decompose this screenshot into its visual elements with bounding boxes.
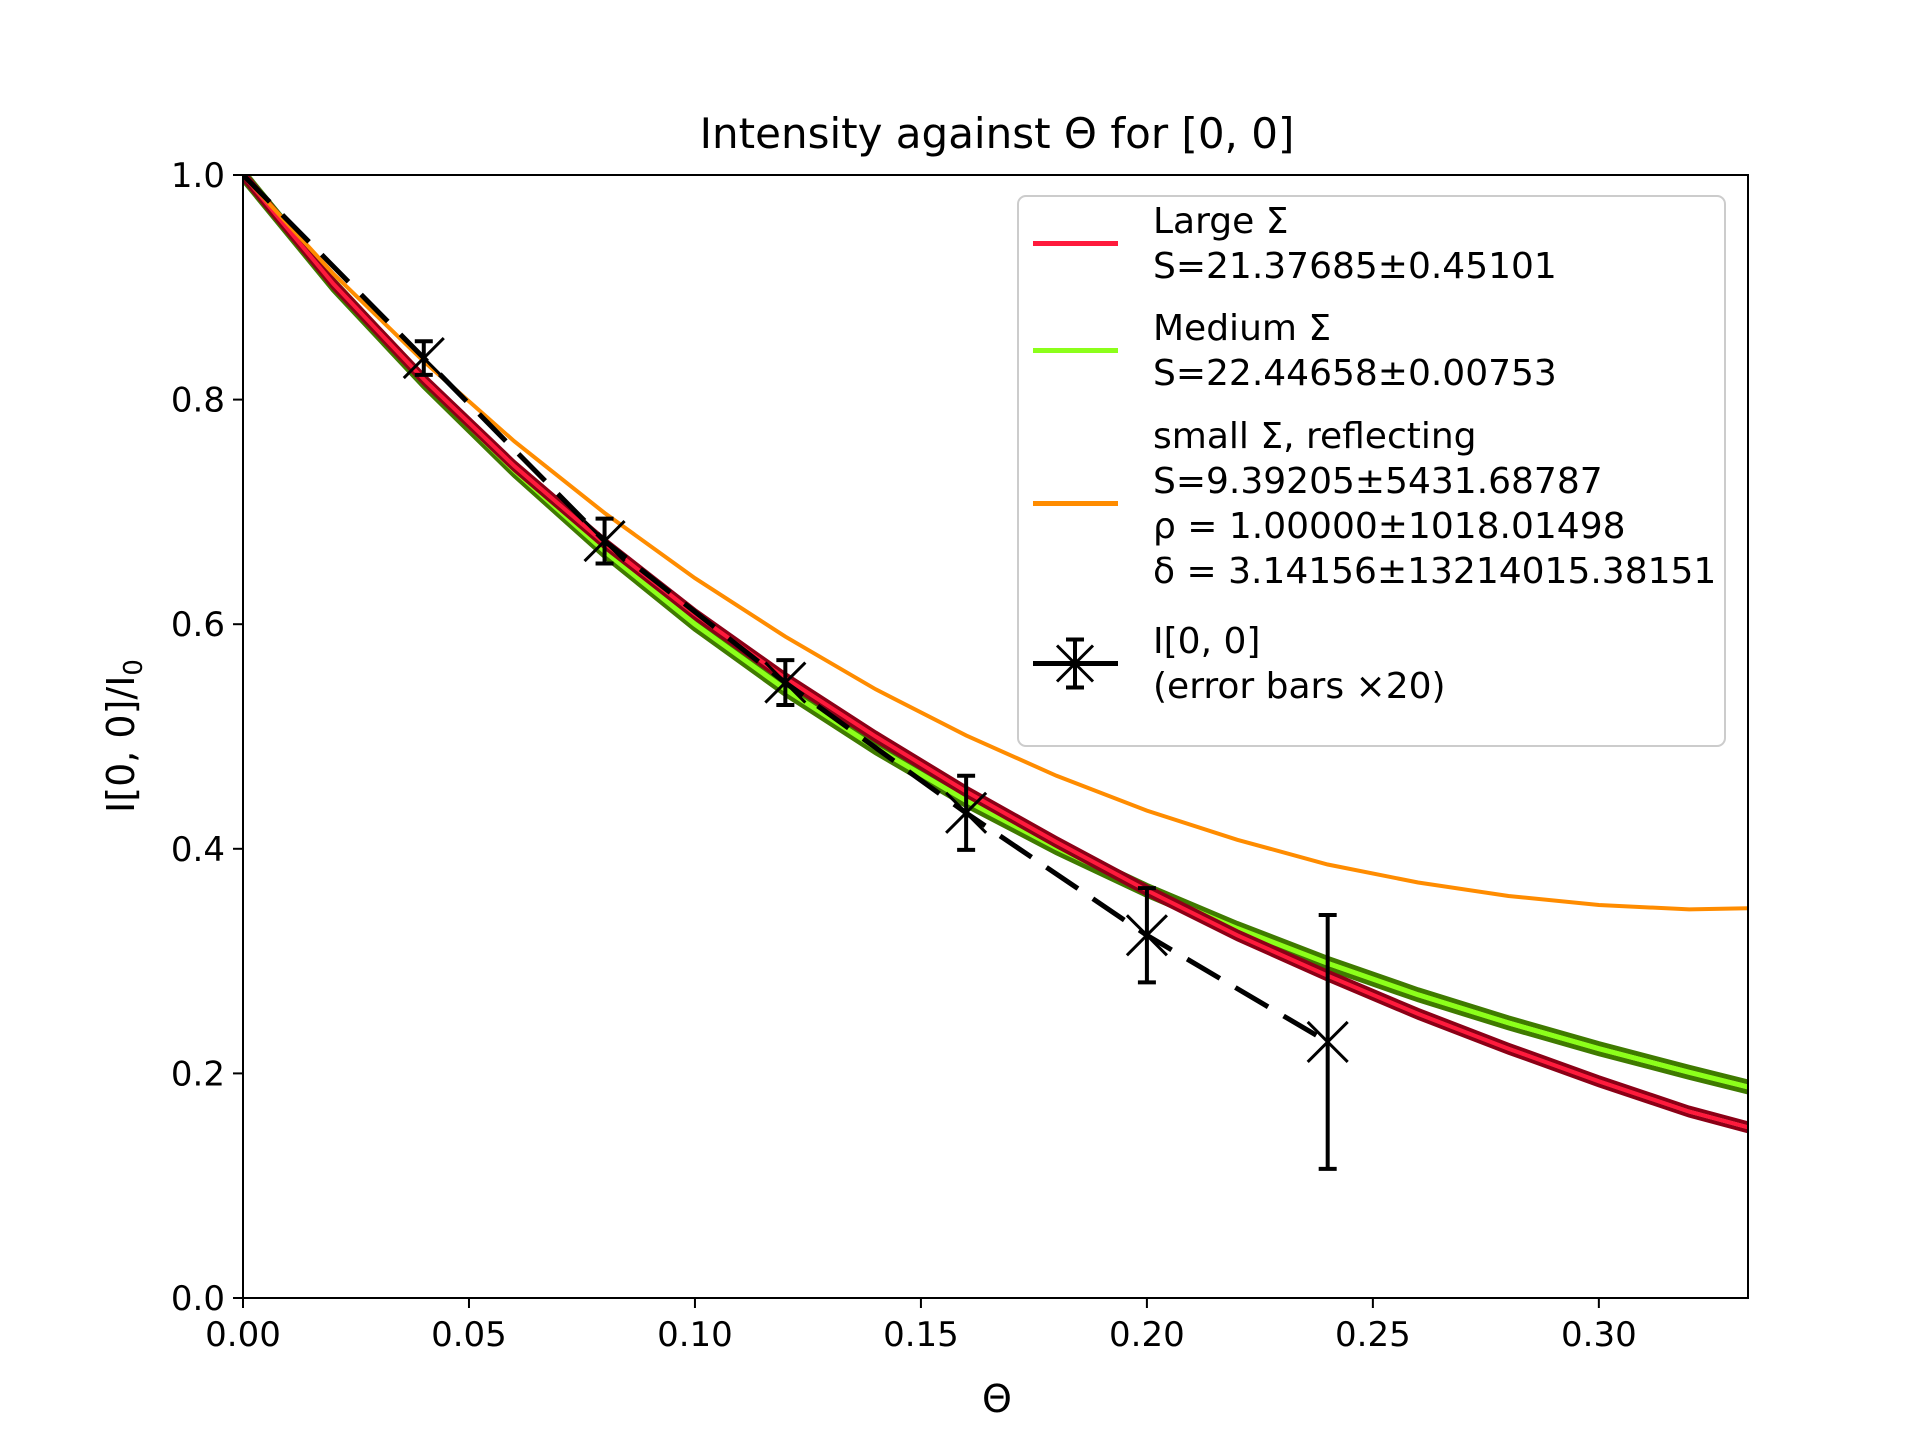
medium-band-edge-2 [243,178,1748,1095]
data-point-5 [945,773,988,852]
legend-label: ρ = 1.00000±1018.01498 [1153,506,1626,547]
legend-label: δ = 3.14156±13214015.38151 [1153,551,1716,592]
legend-label: Large Σ [1153,201,1288,242]
series-line-small [243,175,1748,912]
y-axis: 0.0 0.2 0.4 0.6 0.8 1.0 [171,156,243,1319]
legend-label: S=9.39205±5431.68787 [1153,461,1603,502]
x-tick-label: 0.30 [1561,1315,1637,1355]
y-tick-label: 0.6 [171,605,225,645]
marker-stroke-b [945,791,988,834]
data-point-6 [1125,886,1168,985]
x-axis: 0.00 0.05 0.10 0.15 0.20 0.25 0.30 [205,1298,1637,1355]
x-axis-label: Θ [982,1377,1012,1421]
x-tick-label: 0.25 [1335,1315,1411,1355]
large-band-edge-1 [243,175,1748,1126]
x-tick-label: 0.10 [657,1315,733,1355]
plot-frame [242,174,1749,1299]
data-point-7 [1306,913,1349,1171]
legend-label: Medium Σ [1153,308,1331,349]
legend: Large ΣS=21.37685±0.45101 Medium ΣS=22.44… [1017,195,1726,747]
y-tick-label: 0.2 [171,1054,225,1094]
legend-entry-data: I[0, 0](error bars ×20) [1033,621,1446,707]
marker-stroke-b [1306,1020,1349,1064]
legend-entry-large: Large ΣS=21.37685±0.45101 [1033,201,1557,287]
data-point-4 [764,658,807,708]
y-tick-label: 0.4 [171,830,225,870]
x-tick-label: 0.15 [883,1315,959,1355]
data-point-2 [402,336,445,380]
marker-stroke-b [764,661,807,704]
legend-entry-small: small Σ, reflectingS=9.39205±5431.68787ρ… [1033,416,1716,592]
y-axis-label: I[0, 0]/I0 [99,659,149,813]
x-tick-label: 0.00 [205,1315,281,1355]
legend-box [1017,195,1726,747]
x-tick-label: 0.05 [431,1315,507,1355]
legend-entry-medium: Medium ΣS=22.44658±0.00753 [1033,308,1557,394]
chart-title: Intensity against Θ for [0, 0] [700,109,1295,158]
marker-stroke-b [583,520,626,563]
marker-stroke-b [1125,914,1168,957]
legend-label: I[0, 0] [1153,621,1260,662]
x-tick-label: 0.20 [1109,1315,1185,1355]
data-point-3 [583,516,626,566]
curves [243,175,1748,1171]
y-axis-label-main: I[0, 0]/I [99,676,143,813]
legend-label: (error bars ×20) [1153,666,1446,707]
legend-swatch-marker-b [1055,644,1095,683]
y-axis-label-subscript: 0 [119,659,149,676]
legend-label: S=21.37685±0.45101 [1153,246,1557,287]
marker-stroke-b [402,336,445,380]
large-band-edge-2 [243,177,1748,1134]
y-tick-label: 0.8 [171,381,225,421]
legend-label: S=22.44658±0.00753 [1153,353,1557,394]
y-tick-label: 0.0 [171,1279,225,1319]
legend-label: small Σ, reflecting [1153,416,1477,457]
y-tick-label: 1.0 [171,156,225,196]
series-line-large [243,175,1748,1130]
